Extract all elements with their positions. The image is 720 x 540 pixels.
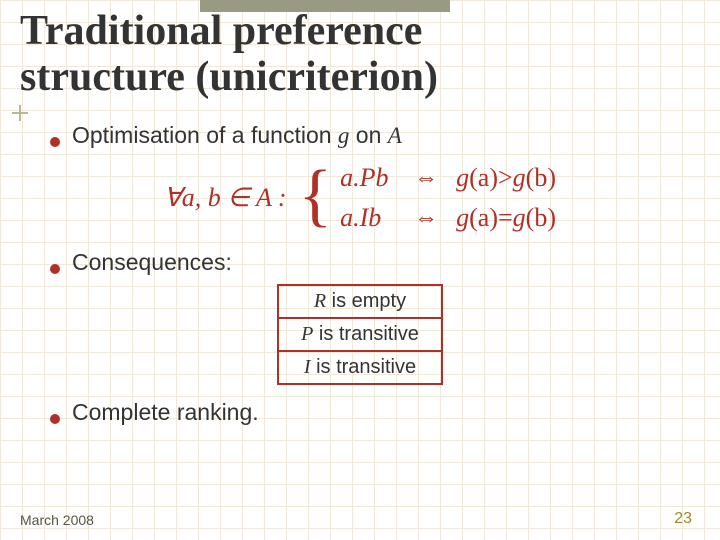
slide-content: Traditional preference structure (unicri… bbox=[0, 0, 720, 426]
bullet-1-g: g bbox=[338, 123, 350, 148]
g1: g bbox=[456, 163, 469, 192]
bullet-3-text: Complete ranking. bbox=[72, 399, 259, 426]
math-row2-rhs: g(a)=g(b) bbox=[456, 203, 556, 233]
pa1: (a) bbox=[469, 163, 498, 192]
bullet-dot-icon bbox=[50, 264, 60, 274]
math-row2-lhs: a.Ib bbox=[340, 203, 396, 233]
slide-title: Traditional preference structure (unicri… bbox=[20, 8, 700, 100]
sym-I: I bbox=[304, 356, 311, 378]
bullet-1-text: Optimisation of a function g on A bbox=[72, 122, 402, 149]
bullet-3: Complete ranking. bbox=[50, 399, 700, 426]
bullet-2-text: Consequences: bbox=[72, 249, 232, 276]
bullet-1-pre: Optimisation of a function bbox=[72, 122, 338, 148]
bullet-dot-icon bbox=[50, 414, 60, 424]
pb1: (b) bbox=[526, 163, 556, 192]
table-row: I is transitive bbox=[278, 351, 442, 384]
footer-date: March 2008 bbox=[20, 512, 94, 528]
op2: = bbox=[498, 203, 513, 232]
bullet-2: Consequences: bbox=[50, 249, 700, 276]
iff-icon-2: ⇔ bbox=[414, 205, 438, 232]
op1: > bbox=[498, 163, 513, 192]
pb2: (b) bbox=[526, 203, 556, 232]
g1b: g bbox=[513, 163, 526, 192]
g2b: g bbox=[513, 203, 526, 232]
table-cell: P is transitive bbox=[278, 318, 442, 351]
iff-icon: ⇔ bbox=[414, 165, 438, 192]
table-cell: R is empty bbox=[278, 285, 442, 318]
sym-R: R bbox=[314, 290, 326, 312]
math-quantifier: ∀a, b ∈ A : bbox=[164, 183, 287, 213]
txt-P: is transitive bbox=[313, 323, 419, 345]
txt-I: is transitive bbox=[311, 356, 417, 378]
bullet-1: Optimisation of a function g on A bbox=[50, 122, 700, 149]
bullet-1-A: A bbox=[388, 123, 402, 148]
g2: g bbox=[456, 203, 469, 232]
table-row: R is empty bbox=[278, 285, 442, 318]
table-cell: I is transitive bbox=[278, 351, 442, 384]
table-row: P is transitive bbox=[278, 318, 442, 351]
pa2: (a) bbox=[469, 203, 498, 232]
brace-icon: { bbox=[299, 171, 333, 220]
title-line-1: Traditional preference bbox=[20, 8, 422, 54]
math-row1-rhs: g(a)>g(b) bbox=[456, 163, 556, 193]
math-cases: a.Pb ⇔ g(a)>g(b) a.Ib ⇔ g(a)=g(b) bbox=[340, 163, 556, 233]
math-definition: ∀a, b ∈ A : { a.Pb ⇔ g(a)>g(b) a.Ib ⇔ g(… bbox=[20, 163, 700, 233]
math-row-2: a.Ib ⇔ g(a)=g(b) bbox=[340, 203, 556, 233]
bullet-dot-icon bbox=[50, 137, 60, 147]
math-row-1: a.Pb ⇔ g(a)>g(b) bbox=[340, 163, 556, 193]
sym-P: P bbox=[301, 323, 313, 345]
title-line-2: structure (unicriterion) bbox=[20, 54, 438, 100]
txt-R: is empty bbox=[326, 290, 406, 312]
footer-page-number: 23 bbox=[674, 510, 692, 528]
consequences-table: R is empty P is transitive I is transiti… bbox=[277, 284, 443, 385]
math-row1-lhs: a.Pb bbox=[340, 163, 396, 193]
bullet-1-mid: on bbox=[349, 122, 387, 148]
